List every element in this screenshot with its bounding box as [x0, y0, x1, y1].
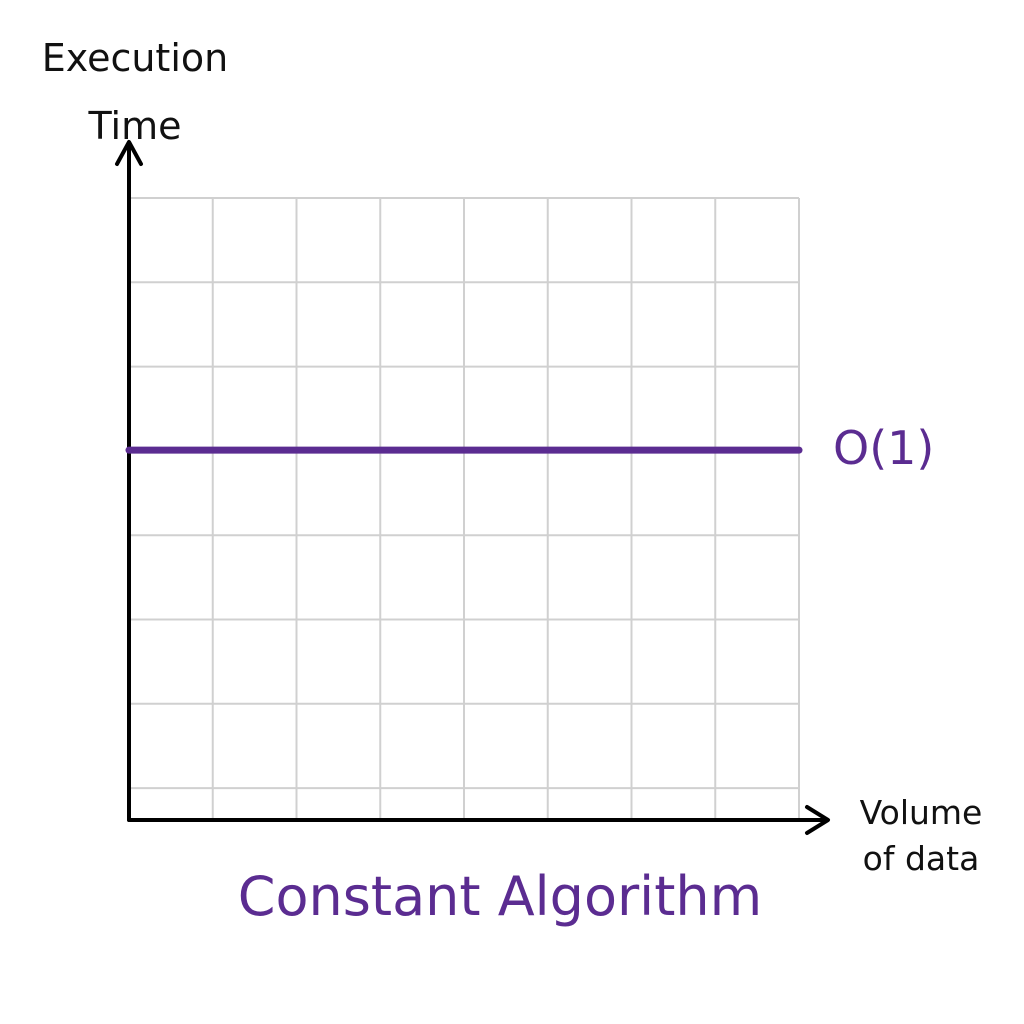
- y-axis-label-line-2: Time: [88, 104, 182, 148]
- axes: [115, 140, 830, 835]
- chart-title: Constant Algorithm: [237, 865, 763, 928]
- x-axis-label-line-2: of data: [862, 839, 980, 878]
- series-label: O(1): [833, 421, 935, 476]
- y-axis-arrow-icon: [115, 140, 143, 166]
- x-axis-label-line-1: Volume: [859, 793, 983, 832]
- y-axis-label: Execution Time: [30, 24, 240, 160]
- x-axis-label: Volume of data: [846, 790, 996, 882]
- grid: [129, 197, 800, 820]
- x-axis-arrow-icon: [805, 805, 830, 835]
- y-axis-label-line-1: Execution: [41, 36, 229, 80]
